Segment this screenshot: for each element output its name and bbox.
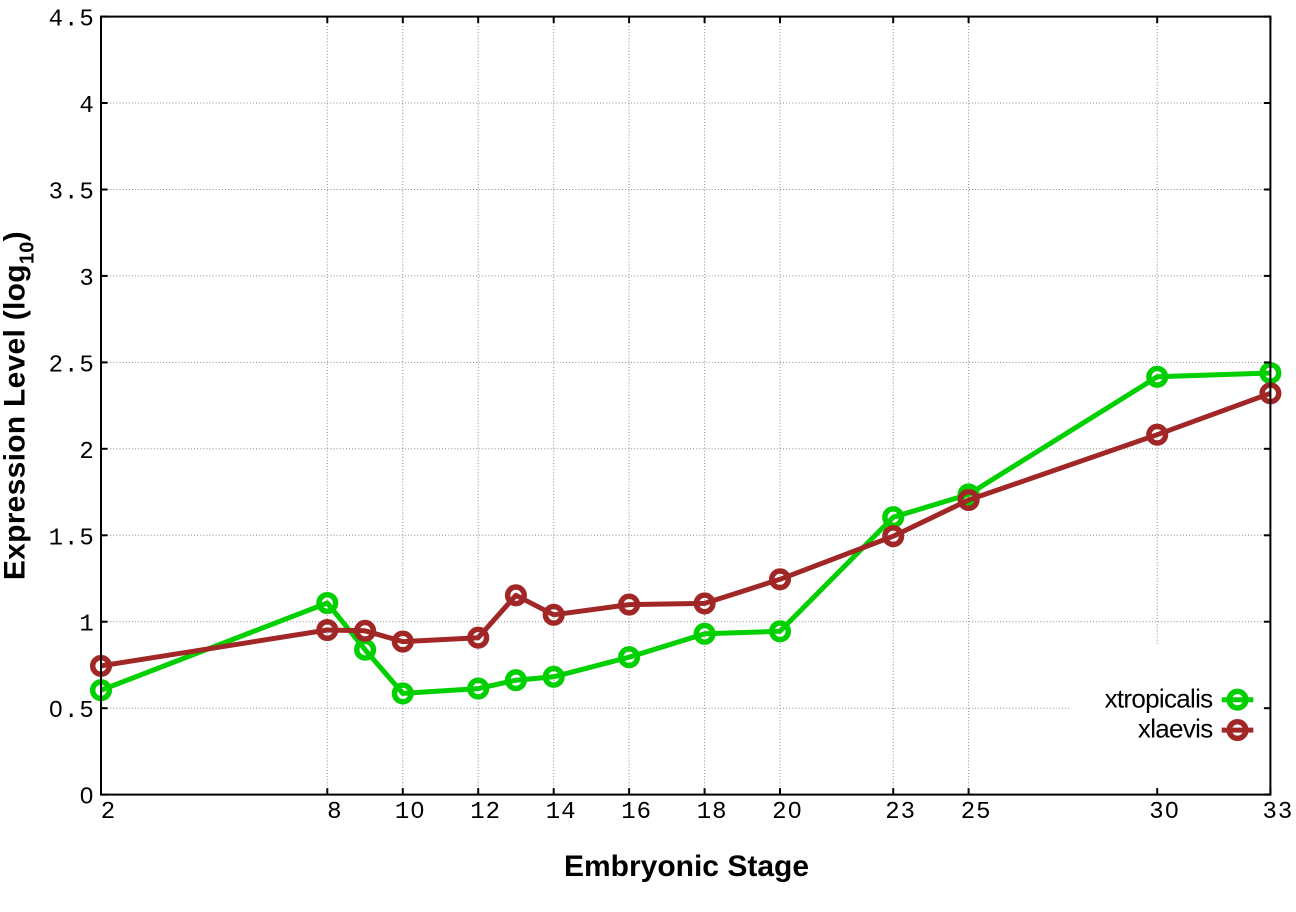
svg-text:1: 1 xyxy=(79,612,94,639)
svg-text:2: 2 xyxy=(101,799,116,826)
svg-text:xlaevis: xlaevis xyxy=(1138,714,1213,744)
svg-text:2: 2 xyxy=(79,439,94,466)
svg-text:12: 12 xyxy=(470,799,501,826)
svg-text:23: 23 xyxy=(885,799,916,826)
svg-text:xtropicalis: xtropicalis xyxy=(1105,684,1214,714)
svg-text:10: 10 xyxy=(395,799,426,826)
svg-text:20: 20 xyxy=(772,799,803,826)
svg-text:Embryonic Stage: Embryonic Stage xyxy=(564,850,809,883)
svg-text:33: 33 xyxy=(1262,799,1293,826)
svg-text:18: 18 xyxy=(697,799,728,826)
svg-text:14: 14 xyxy=(546,799,577,826)
svg-text:8: 8 xyxy=(327,799,342,826)
svg-text:2.5: 2.5 xyxy=(49,352,95,379)
svg-text:16: 16 xyxy=(621,799,652,826)
svg-text:3: 3 xyxy=(79,266,94,293)
svg-text:3.5: 3.5 xyxy=(49,180,95,207)
svg-text:25: 25 xyxy=(961,799,992,826)
svg-text:4.5: 4.5 xyxy=(49,7,95,34)
svg-text:4: 4 xyxy=(79,93,94,120)
svg-text:30: 30 xyxy=(1149,799,1180,826)
svg-text:1.5: 1.5 xyxy=(49,525,95,552)
